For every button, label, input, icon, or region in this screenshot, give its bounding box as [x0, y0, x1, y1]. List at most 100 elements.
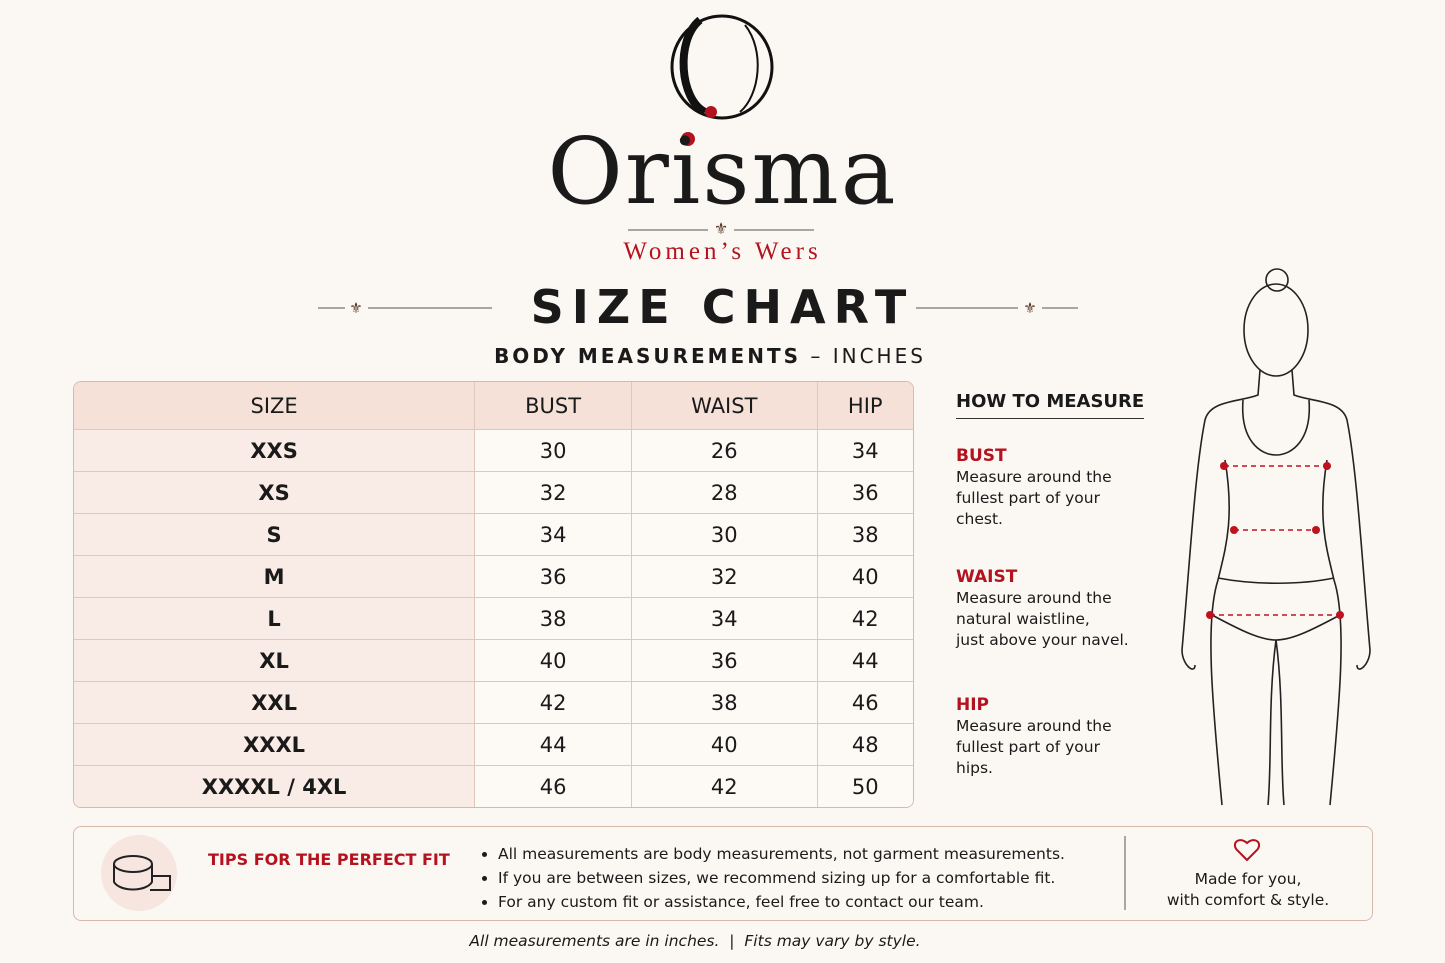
measure-text: fullest part of your	[956, 489, 1100, 507]
measure-label: BUST	[956, 446, 1007, 466]
tips-title: TIPS FOR THE PERFECT FIT	[208, 850, 450, 869]
row: XL 40 36 44	[74, 640, 913, 682]
measure-text: hips.	[956, 759, 993, 777]
cell: XXS	[74, 430, 476, 472]
cell: 44	[817, 640, 913, 682]
row: XXS 30 26 34	[74, 430, 913, 472]
cell: 30	[475, 430, 632, 472]
cell: 38	[632, 682, 818, 724]
cell: 44	[475, 724, 632, 766]
row: XXXXL / 4XL 46 42 50	[74, 766, 913, 807]
dividers	[318, 229, 1126, 910]
subtitle-main: BODY MEASUREMENTS	[494, 344, 801, 368]
row: L 38 34 42	[74, 598, 913, 640]
note-line: with comfort & style.	[1166, 891, 1330, 909]
tape-icon-bg	[101, 835, 177, 911]
cell: L	[74, 598, 476, 640]
row: XXL 42 38 46	[74, 682, 913, 724]
measure-text: Measure around the	[956, 589, 1112, 607]
fleuron: ⚜	[349, 299, 362, 317]
cell: 48	[817, 724, 913, 766]
cell: 40	[817, 556, 913, 598]
cell: 46	[475, 766, 632, 807]
cell: 40	[475, 640, 632, 682]
header-cell: SIZE	[74, 382, 476, 430]
cell: XXL	[74, 682, 476, 724]
cell: 30	[632, 514, 818, 556]
cell: 42	[817, 598, 913, 640]
cell: S	[74, 514, 476, 556]
cell: 34	[632, 598, 818, 640]
tips-box	[73, 826, 1373, 921]
subtitle: BODY MEASUREMENTS – INCHES	[0, 344, 1420, 368]
row: XS 32 28 36	[74, 472, 913, 514]
cell: 34	[475, 514, 632, 556]
measure-text: chest.	[956, 510, 1003, 528]
cell: 50	[817, 766, 913, 807]
fleuron: ⚜	[714, 219, 728, 238]
cell: XXXXL / 4XL	[74, 766, 476, 807]
footer-right: Fits may vary by style.	[744, 932, 921, 950]
cell: 28	[632, 472, 818, 514]
logo-dot	[705, 106, 717, 118]
measure-item: WAIST Measure around the natural waistline…	[956, 566, 1129, 651]
footer-sep: |	[729, 932, 735, 950]
how-to-title: HOW TO MEASURE	[956, 391, 1145, 419]
measure-lines	[1210, 465, 1340, 616]
cell: M	[74, 556, 476, 598]
row: S 34 30 38	[74, 514, 913, 556]
measure-label: WAIST	[956, 567, 1018, 587]
measure-text: natural waistline,	[956, 610, 1090, 628]
subtitle-unit: INCHES	[832, 344, 926, 368]
brand-tagline: Women’s Wers	[623, 238, 822, 265]
tip: If you are between sizes, we recommend s…	[498, 866, 1065, 890]
measure-text: fullest part of your	[956, 738, 1100, 756]
measure-text: just above your navel.	[956, 631, 1129, 649]
fleuron: ⚜	[1023, 299, 1036, 317]
row: M 36 32 40	[74, 556, 913, 598]
cell: XL	[74, 640, 476, 682]
logo-dot	[681, 132, 695, 146]
logo-mark	[670, 14, 774, 120]
cell: 36	[632, 640, 818, 682]
title: SIZE CHART	[530, 280, 915, 334]
measure-item: HIP Measure around the fullest part of you…	[956, 694, 1112, 779]
footer-left: All measurements are in inches.	[469, 932, 720, 950]
cell: 42	[632, 766, 818, 807]
row: XXXL 44 40 48	[74, 724, 913, 766]
subtitle-sep: –	[810, 344, 824, 368]
tips-list: All measurements are body measurements, …	[478, 842, 1065, 914]
brand-name: Orisma	[547, 118, 898, 225]
tip: All measurements are body measurements, …	[498, 842, 1065, 866]
cell: 36	[475, 556, 632, 598]
cell: 42	[475, 682, 632, 724]
header-cell: BUST	[475, 382, 632, 430]
measure-text: Measure around the	[956, 717, 1112, 735]
cell: 36	[817, 472, 913, 514]
header-cell: HIP	[817, 382, 913, 430]
cell: 38	[475, 598, 632, 640]
note: Made for you, with comfort & style.	[1130, 869, 1366, 911]
size-table: SIZE BUST WAIST HIP XXS 30 26 34 XS 32 28 36 S 34 30 38…	[73, 381, 914, 808]
cell: 26	[632, 430, 818, 472]
measure-item: BUST Measure around the fullest part of yo…	[956, 445, 1112, 530]
note-line: Made for you,	[1194, 870, 1302, 888]
heart-icon	[1233, 839, 1261, 862]
cell: XS	[74, 472, 476, 514]
tape-icon	[113, 855, 171, 891]
cell: 40	[632, 724, 818, 766]
cell: XXXL	[74, 724, 476, 766]
cell: 32	[475, 472, 632, 514]
measure-label: HIP	[956, 695, 990, 715]
header-cell: WAIST	[632, 382, 818, 430]
cell: 34	[817, 430, 913, 472]
tip: For any custom fit or assistance, feel f…	[498, 890, 1065, 914]
footer: All measurements are in inches. | Fits m…	[0, 932, 1390, 950]
cell: 46	[817, 682, 913, 724]
measure-text: Measure around the	[956, 468, 1112, 486]
cell: 38	[817, 514, 913, 556]
body-figure	[1181, 268, 1371, 806]
cell: 32	[632, 556, 818, 598]
